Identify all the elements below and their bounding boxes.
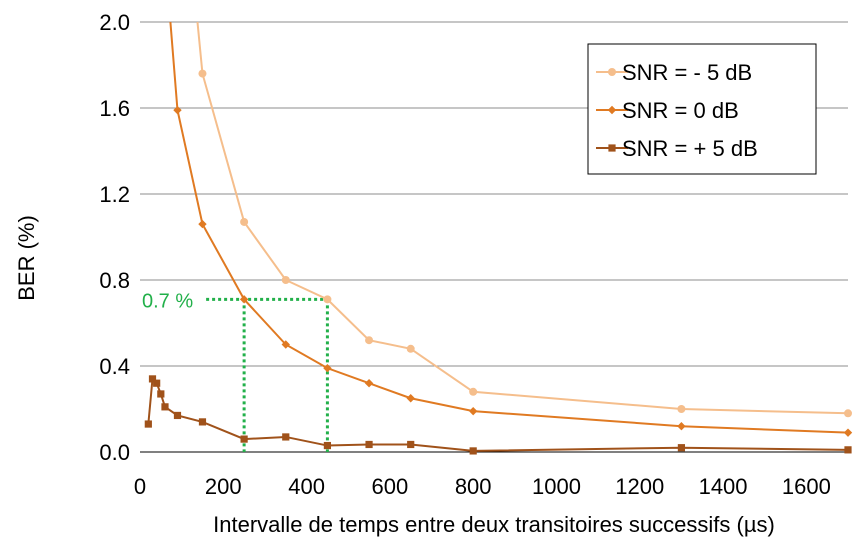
series-2-point: [677, 422, 686, 431]
series-1-point: [469, 387, 478, 396]
legend-swatch-marker: [608, 68, 616, 76]
series-1-point: [406, 344, 415, 353]
series-3-point: [677, 444, 686, 452]
y-tick-label: 1.6: [99, 96, 130, 121]
series-2-point: [281, 340, 290, 349]
series-1-point: [198, 69, 207, 78]
y-tick-label: 0.4: [99, 354, 130, 379]
annotation-layer: 0.7 %: [142, 290, 329, 452]
series-2-point: [364, 379, 374, 388]
annotation-label: 0.7 %: [142, 290, 193, 312]
legend-label: SNR = 0 dB: [622, 98, 739, 123]
series-1-point: [844, 409, 852, 418]
series-1-point: [240, 217, 249, 226]
x-tick-label: 600: [372, 474, 409, 499]
series-2-point: [843, 428, 853, 437]
series-line-1: [196, 21, 849, 415]
series-3-point: [365, 440, 373, 449]
series-3-point: [240, 435, 248, 443]
series-1-point: [365, 336, 374, 345]
series-2-point: [198, 219, 207, 229]
series-3-point: [844, 446, 852, 454]
series-1-point: [677, 405, 686, 413]
y-axis-title: BER (%): [14, 215, 39, 301]
series-3-point: [407, 440, 415, 449]
series-3-point: [323, 441, 332, 450]
series-1-point: [323, 295, 332, 304]
series-3-point: [469, 447, 477, 455]
series-3-point: [282, 433, 290, 441]
series-3-point: [144, 420, 152, 428]
x-tick-label: 1200: [615, 474, 664, 499]
series-line-3: [147, 376, 849, 452]
series-3-point: [161, 403, 169, 411]
series-1-point: [281, 276, 290, 284]
legend-label: SNR = - 5 dB: [622, 60, 752, 85]
series-layer: [144, 21, 853, 455]
series-2-point: [468, 406, 478, 416]
axis-layer: 0.0 0.4 0.8 1.2 1.6 2.0 0 200 400 600 800 1000 1200 1…: [99, 10, 848, 499]
series-3-point: [198, 418, 207, 426]
x-tick-label: 400: [288, 474, 325, 499]
x-axis-title: Intervalle de temps entre deux transitoi…: [213, 512, 775, 537]
legend: SNR = - 5 dB SNR = 0 dB SNR = + 5 dB: [587, 43, 817, 175]
x-tick-label: 200: [205, 474, 242, 499]
series-2-point: [406, 394, 415, 403]
x-tick-label: 1000: [532, 474, 581, 499]
series-3-point: [153, 379, 161, 387]
series-3-point: [148, 375, 157, 383]
series-3-point: [157, 390, 165, 398]
x-tick-label: 800: [455, 474, 492, 499]
y-tick-label: 2.0: [99, 10, 130, 35]
y-tick-label: 1.2: [99, 182, 130, 207]
x-tick-label: 1400: [699, 474, 748, 499]
legend-label: SNR = + 5 dB: [622, 136, 758, 161]
legend-swatch-marker: [607, 105, 617, 115]
series-2-point: [173, 105, 182, 115]
series-3-point: [173, 411, 182, 420]
series-2-point: [239, 295, 249, 304]
x-tick-label: 0: [134, 474, 146, 499]
y-tick-label: 0.0: [99, 440, 130, 465]
legend-swatch-marker: [608, 144, 616, 152]
x-tick-label: 1600: [782, 474, 831, 499]
y-tick-label: 0.8: [99, 268, 130, 293]
series-2-point: [323, 363, 332, 373]
label-layer: Intervalle de temps entre deux transitoi…: [14, 215, 775, 537]
